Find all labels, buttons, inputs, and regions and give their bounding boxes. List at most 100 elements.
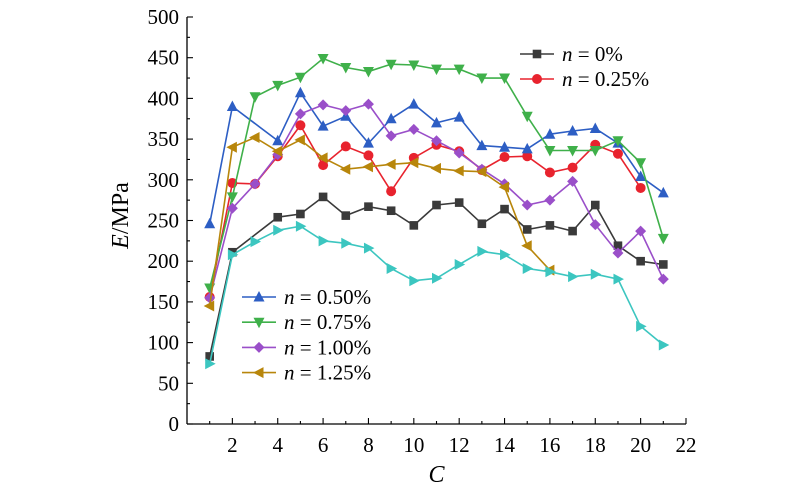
data-point bbox=[567, 124, 579, 136]
legend-label-value: = 1.25% bbox=[295, 361, 372, 385]
data-point bbox=[657, 186, 669, 198]
data-point bbox=[362, 98, 374, 110]
legend-label: n = 0% bbox=[562, 42, 623, 66]
legend-label-value: = 1.00% bbox=[295, 335, 372, 359]
data-point bbox=[567, 162, 578, 173]
data-point bbox=[317, 152, 328, 164]
data-point bbox=[590, 268, 602, 280]
legend: n = 0%n = 0.25% bbox=[520, 42, 649, 91]
series-line bbox=[208, 91, 664, 224]
x-tick-label: 14 bbox=[494, 433, 516, 457]
data-point bbox=[408, 123, 420, 135]
legend-marker bbox=[253, 341, 265, 353]
x-axis-title: C bbox=[428, 462, 445, 488]
data-point bbox=[477, 219, 487, 229]
y-tick-label: 0 bbox=[169, 412, 180, 436]
data-point bbox=[499, 141, 511, 152]
data-point bbox=[545, 221, 555, 230]
data-point bbox=[408, 98, 420, 109]
series-line bbox=[208, 57, 665, 289]
legend-label: n = 0.75% bbox=[284, 310, 371, 334]
legend-label: n = 1.25% bbox=[284, 361, 371, 385]
data-point bbox=[340, 141, 351, 152]
legend-label: n = 1.00% bbox=[284, 335, 371, 359]
data-point bbox=[407, 157, 419, 169]
data-point bbox=[454, 198, 464, 207]
data-point bbox=[567, 145, 579, 157]
data-point bbox=[475, 166, 487, 178]
data-point bbox=[589, 145, 601, 157]
data-point bbox=[408, 60, 420, 72]
data-point bbox=[385, 112, 397, 124]
y-tick-label: 50 bbox=[158, 371, 179, 395]
legend-label-variable: n bbox=[284, 285, 295, 309]
series-line bbox=[208, 225, 664, 364]
data-point bbox=[294, 134, 305, 146]
data-point bbox=[612, 148, 623, 159]
data-point bbox=[453, 147, 465, 159]
x-tick-label: 16 bbox=[539, 433, 560, 457]
data-point bbox=[430, 162, 441, 174]
legend-label-value: = 0.25% bbox=[573, 67, 650, 91]
y-tick-label: 100 bbox=[148, 331, 180, 355]
data-point bbox=[544, 167, 555, 178]
data-point bbox=[636, 256, 645, 266]
data-point bbox=[659, 260, 668, 269]
data-point bbox=[589, 122, 601, 134]
data-point bbox=[294, 86, 306, 98]
y-axis-title: E/MPa bbox=[108, 182, 134, 250]
legend: n = 0.50%n = 0.75%n = 1.00%n = 1.25% bbox=[242, 285, 371, 385]
legend-marker bbox=[253, 291, 265, 302]
data-point bbox=[409, 275, 420, 287]
legend-item: n = 1.25% bbox=[242, 361, 371, 385]
data-point bbox=[363, 150, 374, 161]
data-point bbox=[431, 135, 442, 147]
data-point bbox=[498, 181, 510, 193]
x-tick-label: 8 bbox=[363, 433, 374, 457]
data-point bbox=[339, 163, 351, 175]
data-point bbox=[249, 92, 261, 103]
legend-label-value: = 0.50% bbox=[295, 285, 372, 309]
data-point bbox=[205, 352, 214, 361]
series-layer bbox=[203, 54, 670, 370]
y-tick-label: 300 bbox=[148, 168, 180, 192]
y-tick-label: 400 bbox=[148, 86, 180, 110]
data-point bbox=[635, 170, 647, 182]
data-point bbox=[385, 59, 397, 71]
data-point bbox=[340, 62, 352, 74]
data-point bbox=[203, 300, 215, 312]
data-point bbox=[589, 219, 601, 231]
legend-layer: n = 0%n = 0.25%n = 0.50%n = 0.75%n = 1.0… bbox=[242, 42, 649, 385]
data-point bbox=[522, 225, 532, 234]
legend-label-variable: n bbox=[284, 310, 295, 334]
data-point bbox=[521, 199, 533, 211]
data-point bbox=[613, 273, 624, 285]
data-point bbox=[612, 136, 624, 147]
data-point bbox=[453, 111, 465, 122]
data-point bbox=[545, 266, 556, 278]
data-point bbox=[521, 142, 533, 154]
legend-label-value: = 0% bbox=[573, 42, 623, 66]
data-point bbox=[295, 120, 306, 131]
data-point bbox=[364, 202, 373, 211]
data-point bbox=[386, 206, 396, 216]
data-point bbox=[250, 236, 262, 248]
data-point bbox=[318, 160, 329, 171]
data-point bbox=[362, 161, 373, 173]
y-tick-label: 200 bbox=[148, 249, 180, 273]
data-point bbox=[385, 130, 397, 142]
legend-label-value: = 0.75% bbox=[295, 310, 372, 334]
legend-label-variable: n bbox=[562, 67, 573, 91]
series-group bbox=[204, 54, 669, 295]
data-point bbox=[521, 111, 533, 123]
x-tick-label: 2 bbox=[227, 433, 238, 457]
legend-label: n = 0.50% bbox=[284, 285, 371, 309]
legend-item: n = 0.75% bbox=[242, 310, 371, 334]
data-point bbox=[658, 339, 670, 351]
data-point bbox=[318, 235, 330, 247]
data-point bbox=[340, 105, 352, 117]
data-point bbox=[227, 249, 239, 261]
y-tick-label: 450 bbox=[148, 46, 180, 70]
data-point bbox=[362, 67, 374, 78]
data-point bbox=[317, 120, 329, 131]
